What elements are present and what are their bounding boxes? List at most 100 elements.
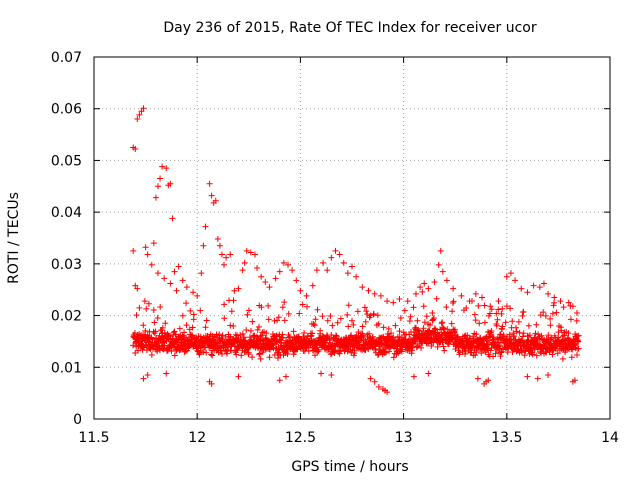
data-point: [498, 326, 505, 333]
data-point: [540, 280, 547, 287]
data-point: [334, 319, 341, 326]
data-point: [449, 308, 456, 315]
data-point: [439, 319, 446, 326]
data-point: [364, 311, 371, 318]
data-point: [497, 331, 504, 338]
data-point: [468, 298, 475, 305]
data-point: [572, 341, 579, 348]
data-point: [295, 333, 302, 340]
data-point: [148, 351, 155, 358]
data-point: [175, 263, 182, 270]
data-point: [473, 349, 480, 356]
data-point: [238, 352, 245, 359]
data-point: [167, 333, 174, 340]
data-point: [492, 350, 499, 357]
data-point: [311, 322, 318, 329]
data-point: [171, 268, 178, 275]
data-point: [208, 351, 215, 358]
data-point: [557, 298, 564, 305]
data-point: [364, 333, 371, 340]
data-point: [203, 349, 210, 356]
data-point: [142, 244, 149, 251]
y-tick-label: 0.02: [51, 309, 82, 325]
data-point: [351, 350, 358, 357]
data-point: [255, 323, 262, 330]
data-point: [481, 319, 488, 326]
y-tick-label: 0.07: [51, 50, 82, 66]
data-point: [289, 267, 296, 274]
data-point: [244, 311, 251, 318]
data-point: [208, 192, 215, 199]
data-point: [301, 329, 308, 336]
data-point: [575, 332, 582, 339]
data-point: [549, 310, 556, 317]
data-point: [390, 334, 397, 341]
data-point: [163, 165, 170, 172]
data-point: [513, 324, 520, 331]
data-point: [266, 354, 273, 361]
data-point: [406, 318, 413, 325]
data-point: [472, 352, 479, 359]
data-point: [240, 334, 247, 341]
data-point: [269, 341, 276, 348]
data-point: [375, 320, 382, 327]
data-point: [145, 300, 152, 307]
data-point: [258, 336, 265, 343]
data-point: [380, 324, 387, 331]
data-point: [486, 310, 493, 317]
data-point: [476, 320, 483, 327]
data-point: [230, 297, 237, 304]
data-point: [515, 318, 522, 325]
x-axis-label: GPS time / hours: [291, 459, 408, 475]
data-point: [154, 314, 161, 321]
data-point: [312, 316, 319, 323]
x-tick-label: 13.5: [491, 430, 522, 446]
data-point: [336, 251, 343, 258]
plot-frame: [93, 56, 611, 420]
data-point: [370, 310, 377, 317]
data-point: [336, 350, 343, 357]
data-point: [490, 334, 497, 341]
data-point: [545, 372, 552, 379]
data-point: [337, 315, 344, 322]
data-point: [568, 354, 575, 361]
data-point: [475, 302, 482, 309]
data-point: [148, 261, 155, 268]
data-point: [367, 375, 374, 382]
x-tick-label: 13: [395, 430, 413, 446]
data-point: [165, 332, 172, 339]
data-point: [418, 344, 425, 351]
data-point: [437, 247, 444, 254]
data-point: [163, 370, 170, 377]
y-tick-label: 0.03: [51, 257, 82, 273]
data-point: [384, 298, 391, 305]
data-point: [162, 320, 169, 327]
data-point: [142, 327, 149, 334]
data-point: [281, 299, 288, 306]
x-tick-label: 12: [188, 430, 206, 446]
data-point: [383, 349, 390, 356]
data-point: [265, 302, 272, 309]
data-point: [140, 375, 147, 382]
y-tick-label: 0.06: [51, 102, 82, 118]
data-point: [440, 343, 447, 350]
data-point: [285, 310, 292, 317]
data-point: [293, 277, 300, 284]
data-point: [239, 267, 246, 274]
y-tick-label: 0.05: [51, 153, 82, 169]
data-point: [574, 351, 581, 358]
data-point: [429, 316, 436, 323]
data-point: [488, 306, 495, 313]
data-point: [159, 163, 166, 170]
data-point: [243, 247, 250, 254]
data-point: [473, 331, 480, 338]
data-point: [152, 328, 159, 335]
data-point: [227, 251, 234, 258]
data-point: [290, 351, 297, 358]
data-point: [315, 348, 322, 355]
data-point: [219, 332, 226, 339]
data-point: [197, 347, 204, 354]
data-point: [439, 268, 446, 275]
data-point: [390, 299, 397, 306]
data-point: [547, 315, 554, 322]
